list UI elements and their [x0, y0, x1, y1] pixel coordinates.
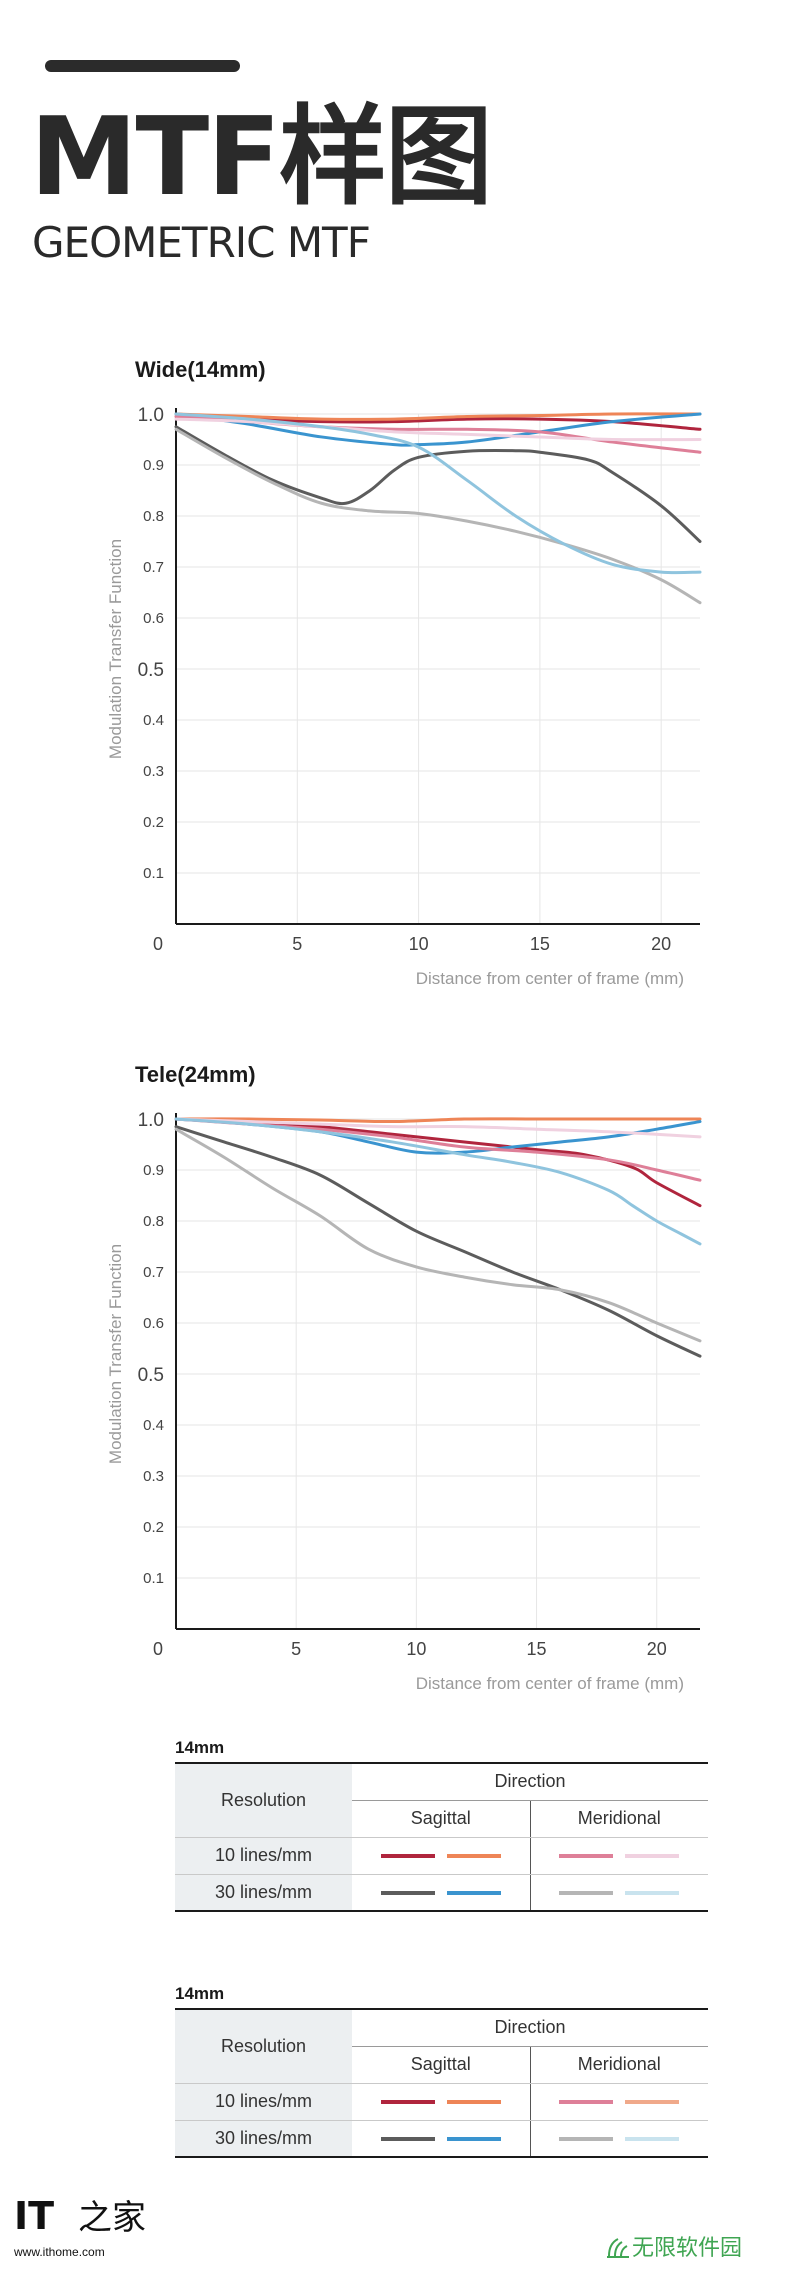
x-tick-label: 0: [153, 1639, 163, 1659]
sagittal-swatches: [352, 1874, 530, 1911]
row-label-30lines: 30 lines/mm: [175, 2120, 352, 2157]
y-tick-label: 0.2: [143, 814, 164, 831]
page-title: MTF样图: [30, 95, 493, 220]
resolution-header: Resolution: [175, 2009, 352, 2084]
swatch: [446, 2137, 501, 2141]
meridional-swatches: [529, 2120, 708, 2157]
y-tick-label: 0.5: [138, 1365, 164, 1386]
y-tick-label: 0.1: [143, 1570, 164, 1587]
ithome-logo: IT: [14, 2194, 55, 2238]
page-subtitle: GEOMETRIC MTF: [32, 218, 371, 267]
mtf-series-line: [174, 1117, 702, 1139]
legend-title: 14mm: [175, 1984, 225, 2003]
x-tick-label: 5: [292, 934, 302, 954]
mtf-series-line: [174, 1117, 702, 1124]
site-watermark: 无限软件园: [606, 2230, 742, 2262]
swatch: [380, 1854, 435, 1859]
legend-title: 14mm: [175, 1738, 225, 1757]
y-tick-label: 0.6: [143, 1315, 164, 1332]
meridional-header: Meridional: [529, 1800, 708, 1838]
x-tick-label: 10: [409, 934, 429, 954]
swatch: [380, 1891, 435, 1895]
y-axis-label: Modulation Transfer Function: [106, 1244, 125, 1464]
leaf-icon: [607, 2238, 629, 2258]
sagittal-header: Sagittal: [352, 1800, 530, 1838]
mtf-chart-tele: 1.0 0.9 0.8 0.7 0.6 0.5 0.4 0.3 0.2 0.1 0 5 10 15 20 Di…: [106, 1110, 702, 1693]
legend-table-2: 14mm Resolution Direction Sagittal Merid…: [175, 1980, 708, 2158]
y-tick-label: 0.4: [143, 1417, 164, 1434]
x-axis-label: Distance from center of frame (mm): [416, 1674, 684, 1693]
y-tick-label: 0.5: [138, 660, 164, 681]
y-tick-label: 1.0: [138, 405, 164, 426]
swatch: [446, 1891, 501, 1895]
sagittal-swatches: [352, 2083, 530, 2121]
mtf-series-line: [174, 412, 702, 447]
mtf-series-line: [174, 417, 702, 442]
row-label-10lines: 10 lines/mm: [175, 1837, 352, 1875]
swatch: [446, 2100, 501, 2105]
y-tick-label: 0.2: [143, 1519, 164, 1536]
y-tick-label: 0.8: [143, 1213, 164, 1230]
y-tick-label: 0.1: [143, 865, 164, 882]
sagittal-swatches: [352, 1837, 530, 1875]
x-tick-label: 20: [647, 1639, 667, 1659]
row-label-30lines: 30 lines/mm: [175, 1874, 352, 1911]
meridional-swatches: [529, 1837, 708, 1875]
y-tick-label: 0.4: [143, 712, 164, 729]
mtf-series-line: [174, 412, 702, 575]
sagittal-header: Sagittal: [352, 2046, 530, 2084]
swatch: [380, 2100, 435, 2105]
x-tick-label: 10: [406, 1639, 426, 1659]
y-tick-label: 0.3: [143, 1468, 164, 1485]
x-tick-label: 5: [291, 1639, 301, 1659]
swatch: [559, 1854, 614, 1859]
sagittal-swatches: [352, 2120, 530, 2157]
meridional-swatches: [529, 1874, 708, 1911]
swatch: [446, 1854, 501, 1859]
ithome-logo-glyph: 之家: [78, 2198, 146, 2238]
swatch: [559, 2137, 614, 2141]
y-tick-label: 0.7: [143, 1264, 164, 1281]
mtf-series-line: [174, 1125, 702, 1358]
y-tick-label: 1.0: [138, 1110, 164, 1131]
y-tick-label: 0.8: [143, 508, 164, 525]
direction-header: Direction: [352, 2009, 708, 2047]
mtf-series-line: [174, 1127, 702, 1343]
y-tick-label: 0.7: [143, 559, 164, 576]
y-axis-label: Modulation Transfer Function: [106, 539, 125, 759]
y-tick-label: 0.3: [143, 763, 164, 780]
swatch: [559, 1891, 614, 1895]
x-tick-label: 20: [651, 934, 671, 954]
legend-table-1: 14mm Resolution Direction Sagittal Merid…: [175, 1734, 708, 1912]
x-tick-label: 0: [153, 934, 163, 954]
mtf-chart-wide: 1.0 0.9 0.8 0.7 0.6 0.5 0.4 0.3 0.2 0.1 0 5 10 15 20 Di…: [106, 405, 702, 988]
x-axis-label: Distance from center of frame (mm): [416, 969, 684, 988]
swatch: [625, 1891, 680, 1895]
mtf-series-line: [174, 1117, 702, 1246]
swatch: [559, 2100, 614, 2105]
row-label-10lines: 10 lines/mm: [175, 2083, 352, 2121]
direction-header: Direction: [352, 1763, 708, 1801]
ithome-url: www.ithome.com: [14, 2245, 105, 2259]
mtf-series-line: [174, 427, 702, 605]
chart-title-wide: Wide(14mm): [135, 357, 266, 382]
meridional-header: Meridional: [529, 2046, 708, 2084]
x-tick-label: 15: [527, 1639, 547, 1659]
y-tick-label: 0.9: [143, 457, 164, 474]
swatch: [625, 2100, 680, 2105]
chart-title-tele: Tele(24mm): [135, 1062, 256, 1087]
mtf-series-line: [174, 412, 702, 421]
meridional-swatches: [529, 2083, 708, 2121]
mtf-series-line: [174, 425, 702, 543]
swatch: [380, 2137, 435, 2141]
y-tick-label: 0.6: [143, 610, 164, 627]
title-decoration-bar: [45, 60, 240, 72]
swatch: [625, 2137, 680, 2141]
y-tick-label: 0.9: [143, 1162, 164, 1179]
resolution-header: Resolution: [175, 1763, 352, 1838]
watermark-text: 无限软件园: [632, 2236, 743, 2261]
swatch: [625, 1854, 680, 1859]
x-tick-label: 15: [530, 934, 550, 954]
